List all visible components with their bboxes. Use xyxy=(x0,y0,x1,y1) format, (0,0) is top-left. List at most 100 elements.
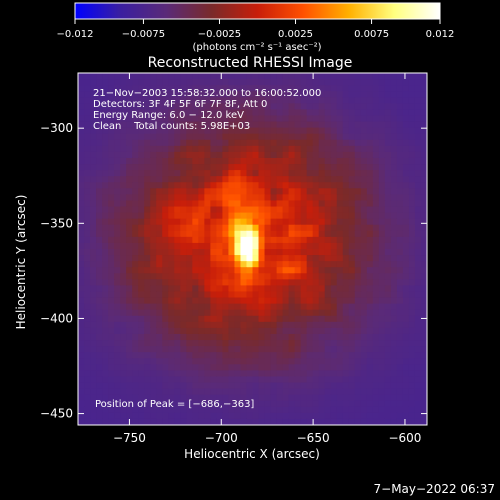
heatmap-cell xyxy=(258,182,265,189)
heatmap-cell xyxy=(294,97,302,104)
heatmap-cell xyxy=(240,151,247,159)
heatmap-cell xyxy=(252,333,259,341)
heatmap-cell xyxy=(414,358,422,365)
heatmap-cell xyxy=(186,133,193,141)
heatmap-cell xyxy=(192,164,199,171)
heatmap-cell xyxy=(168,79,175,86)
heatmap-cell xyxy=(96,346,103,353)
heatmap-cell xyxy=(114,255,121,262)
heatmap-cell xyxy=(174,388,181,396)
heatmap-cell xyxy=(414,297,422,305)
heatmap-cell xyxy=(372,157,380,165)
heatmap-cell xyxy=(168,406,175,414)
heatmap-cell xyxy=(312,358,320,365)
heatmap-cell xyxy=(414,200,422,207)
heatmap-cell xyxy=(282,170,290,177)
heatmap-cell xyxy=(240,121,247,129)
heatmap-cell xyxy=(312,230,320,238)
heatmap-cell xyxy=(78,261,85,268)
heatmap-cell xyxy=(156,79,163,86)
heatmap-cell xyxy=(300,145,308,153)
heatmap-cell xyxy=(276,85,283,92)
heatmap-cell xyxy=(306,364,314,371)
heatmap-cell xyxy=(162,267,169,274)
heatmap-cell xyxy=(318,340,326,347)
heatmap-cell xyxy=(234,303,241,311)
heatmap-cell xyxy=(258,297,265,305)
heatmap-cell xyxy=(180,249,187,256)
heatmap-cell xyxy=(390,230,398,238)
heatmap-cell xyxy=(372,364,380,371)
heatmap-cell xyxy=(360,236,368,244)
heatmap-cell xyxy=(126,327,133,335)
heatmap-cell xyxy=(234,218,241,226)
heatmap-cell xyxy=(276,321,283,329)
heatmap-cell xyxy=(258,406,265,414)
heatmap-cell xyxy=(102,115,109,122)
heatmap-cell xyxy=(132,309,139,317)
heatmap-cell xyxy=(126,285,133,292)
heatmap-cell xyxy=(150,352,157,359)
heatmap-cell xyxy=(114,200,121,207)
heatmap-cell xyxy=(336,303,344,311)
heatmap-cell xyxy=(204,79,211,86)
heatmap-cell xyxy=(378,236,386,244)
heatmap-cell xyxy=(342,164,350,171)
heatmap-cell xyxy=(174,85,181,92)
heatmap-cell xyxy=(156,273,163,280)
heatmap-cell xyxy=(102,127,109,135)
annotation-block: 21−Nov−2003 15:58:32.000 to 16:00:52.000… xyxy=(93,88,321,132)
heatmap-cell xyxy=(366,182,374,189)
heatmap-cell xyxy=(384,285,392,292)
heatmap-cell xyxy=(276,279,283,286)
heatmap-cell xyxy=(102,358,109,365)
heatmap-cell xyxy=(270,157,277,165)
heatmap-cell xyxy=(132,352,139,359)
heatmap-cell xyxy=(354,121,362,129)
heatmap-cell xyxy=(372,327,380,335)
heatmap-cell xyxy=(366,218,374,226)
heatmap-cell xyxy=(348,406,356,414)
heatmap-cell xyxy=(390,309,398,317)
heatmap-cell xyxy=(84,182,91,189)
heatmap-cell xyxy=(330,315,338,323)
heatmap-cell xyxy=(114,315,121,323)
heatmap-cell xyxy=(366,109,374,116)
heatmap-cell xyxy=(78,133,85,141)
heatmap-cell xyxy=(360,79,368,86)
heatmap-cell xyxy=(234,327,241,335)
heatmap-cell xyxy=(234,164,241,171)
heatmap-cell xyxy=(228,358,235,365)
heatmap-cell xyxy=(78,242,85,250)
heatmap-cell xyxy=(300,309,308,317)
heatmap-cell xyxy=(396,327,404,335)
heatmap-cell xyxy=(168,249,175,256)
heatmap-cell xyxy=(312,133,320,141)
heatmap-cell xyxy=(312,315,320,323)
heatmap-cell xyxy=(192,255,199,262)
heatmap-cell xyxy=(162,79,169,86)
heatmap-cell xyxy=(354,291,362,298)
heatmap-cell xyxy=(306,188,314,195)
heatmap-cell xyxy=(276,267,283,274)
heatmap-cell xyxy=(162,412,169,420)
heatmap-cell xyxy=(120,315,127,323)
heatmap-cell xyxy=(114,157,121,165)
heatmap-cell xyxy=(198,291,205,298)
heatmap-cell xyxy=(102,194,109,201)
heatmap-cell xyxy=(228,382,235,389)
heatmap-cell xyxy=(414,261,422,268)
heatmap-cell xyxy=(276,236,283,244)
heatmap-cell xyxy=(144,133,151,141)
heatmap-cell xyxy=(192,218,199,226)
heatmap-cell xyxy=(168,97,175,104)
heatmap-cell xyxy=(360,261,368,268)
heatmap-cell xyxy=(198,230,205,238)
heatmap-cell xyxy=(378,340,386,347)
heatmap-cell xyxy=(396,406,404,414)
heatmap-cell xyxy=(228,273,235,280)
heatmap-cell xyxy=(420,200,428,207)
heatmap-cell xyxy=(420,194,428,201)
heatmap-cell xyxy=(228,327,235,335)
heatmap-cell xyxy=(420,273,428,280)
